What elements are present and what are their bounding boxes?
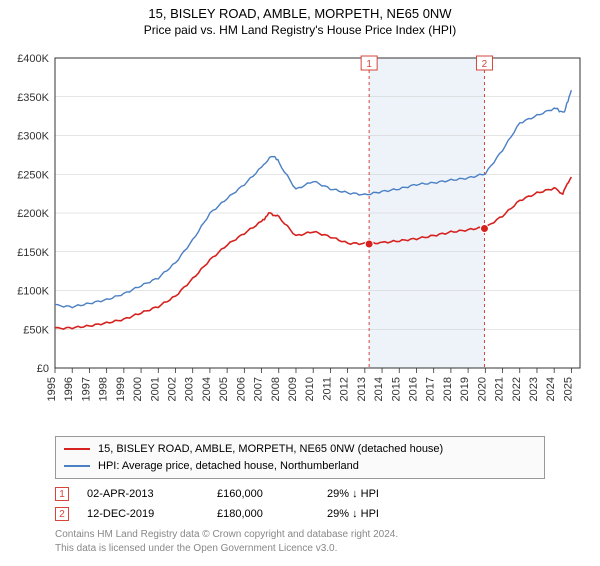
sale-diff: 29% ↓ HPI xyxy=(327,508,379,520)
x-tick-label: 2012 xyxy=(339,377,351,401)
x-tick-label: 2006 xyxy=(235,377,247,401)
legend-swatch xyxy=(64,448,90,450)
x-tick-label: 2011 xyxy=(321,377,333,401)
sale-marker-number: 2 xyxy=(482,59,488,70)
x-tick-label: 1995 xyxy=(46,377,58,401)
x-tick-label: 2023 xyxy=(528,377,540,401)
x-tick-label: 1999 xyxy=(115,377,127,401)
x-tick-label: 2019 xyxy=(459,377,471,401)
sale-row: 1 02-APR-2013£160,00029% ↓ HPI xyxy=(55,484,379,504)
legend-row: 15, BISLEY ROAD, AMBLE, MORPETH, NE65 0N… xyxy=(64,441,536,458)
legend-swatch xyxy=(64,465,90,467)
y-tick-label: £400K xyxy=(17,53,49,65)
x-tick-label: 2013 xyxy=(356,377,368,401)
x-tick-label: 2003 xyxy=(184,377,196,401)
sale-number-box: 1 xyxy=(55,487,69,501)
x-tick-label: 2016 xyxy=(407,377,419,401)
y-tick-label: £0 xyxy=(37,363,49,375)
sale-marker-number: 1 xyxy=(366,59,372,70)
x-tick-label: 1997 xyxy=(80,377,92,401)
x-tick-label: 2004 xyxy=(201,377,213,401)
sale-price: £180,000 xyxy=(217,508,327,520)
x-tick-label: 2020 xyxy=(476,377,488,401)
legend-label: 15, BISLEY ROAD, AMBLE, MORPETH, NE65 0N… xyxy=(98,441,443,458)
y-tick-label: £100K xyxy=(17,286,49,298)
x-tick-label: 2014 xyxy=(373,377,385,401)
price-chart: £0 £50K £100K £150K £200K £250K £300K £350K £400… xyxy=(0,48,600,428)
x-tick-label: 2008 xyxy=(270,377,282,401)
y-tick-label: £300K xyxy=(17,131,49,143)
series-hpi xyxy=(55,90,571,308)
x-tick-label: 2007 xyxy=(253,377,265,401)
x-tick-label: 2005 xyxy=(218,377,230,401)
x-tick-label: 2024 xyxy=(545,377,557,401)
sale-number-box: 2 xyxy=(55,507,69,521)
y-tick-label: £250K xyxy=(17,169,49,181)
x-tick-label: 2010 xyxy=(304,377,316,401)
x-tick-label: 2021 xyxy=(494,377,506,401)
x-tick-label: 1996 xyxy=(63,377,75,401)
legend-row: HPI: Average price, detached house, Nort… xyxy=(64,458,536,475)
x-tick-label: 2018 xyxy=(442,377,454,401)
x-tick-label: 2000 xyxy=(132,377,144,401)
sale-diff: 29% ↓ HPI xyxy=(327,488,379,500)
chart-container: 15, BISLEY ROAD, AMBLE, MORPETH, NE65 0N… xyxy=(0,6,600,566)
x-tick-label: 2025 xyxy=(562,377,574,401)
footer-line-2: This data is licensed under the Open Gov… xyxy=(55,542,398,556)
x-tick-label: 2015 xyxy=(390,377,402,401)
sale-date: 02-APR-2013 xyxy=(87,488,217,500)
x-tick-label: 2022 xyxy=(511,377,523,401)
sales-table: 1 02-APR-2013£160,00029% ↓ HPI 2 12-DEC-201… xyxy=(55,484,379,524)
page-title: 15, BISLEY ROAD, AMBLE, MORPETH, NE65 0N… xyxy=(0,6,600,21)
sale-row: 2 12-DEC-2019£180,00029% ↓ HPI xyxy=(55,504,379,524)
legend: 15, BISLEY ROAD, AMBLE, MORPETH, NE65 0N… xyxy=(55,436,545,479)
y-tick-label: £150K xyxy=(17,247,49,259)
footer-line-1: Contains HM Land Registry data © Crown c… xyxy=(55,528,398,542)
series-property xyxy=(55,177,571,329)
x-tick-label: 2017 xyxy=(425,377,437,401)
x-tick-label: 1998 xyxy=(98,377,110,401)
legend-label: HPI: Average price, detached house, Nort… xyxy=(98,458,359,475)
sale-price: £160,000 xyxy=(217,488,327,500)
sale-point-marker xyxy=(480,225,488,233)
y-tick-label: £200K xyxy=(17,208,49,220)
sale-point-marker xyxy=(365,240,373,248)
sale-date: 12-DEC-2019 xyxy=(87,508,217,520)
chart-area: £0 £50K £100K £150K £200K £250K £300K £350K £400… xyxy=(0,48,600,428)
y-tick-label: £350K xyxy=(17,92,49,104)
page-subtitle: Price paid vs. HM Land Registry's House … xyxy=(0,23,600,37)
footer: Contains HM Land Registry data © Crown c… xyxy=(55,528,398,555)
x-tick-label: 2001 xyxy=(149,377,161,401)
y-tick-label: £50K xyxy=(23,324,49,336)
x-tick-label: 2009 xyxy=(287,377,299,401)
x-tick-label: 2002 xyxy=(166,377,178,401)
